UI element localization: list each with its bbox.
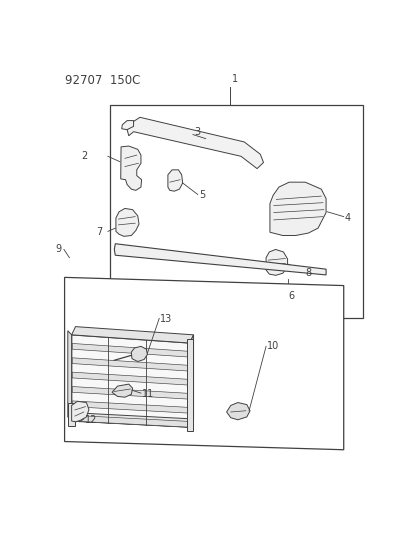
- Polygon shape: [266, 249, 287, 276]
- Polygon shape: [68, 330, 71, 421]
- Text: 12: 12: [84, 415, 97, 425]
- Polygon shape: [112, 384, 132, 397]
- Bar: [109, 105, 362, 318]
- Polygon shape: [116, 208, 139, 236]
- Polygon shape: [131, 346, 147, 361]
- Text: 4: 4: [344, 213, 350, 223]
- Polygon shape: [186, 339, 192, 431]
- Text: 2: 2: [81, 151, 87, 161]
- Polygon shape: [72, 343, 189, 357]
- Polygon shape: [121, 120, 133, 130]
- Polygon shape: [72, 358, 189, 371]
- Polygon shape: [269, 182, 325, 236]
- Polygon shape: [64, 277, 343, 450]
- Text: 8: 8: [305, 268, 311, 278]
- Polygon shape: [72, 415, 189, 427]
- Polygon shape: [127, 117, 263, 168]
- Polygon shape: [68, 402, 75, 426]
- Polygon shape: [71, 413, 193, 427]
- Text: 7: 7: [96, 227, 102, 237]
- Text: 1: 1: [232, 75, 237, 84]
- Text: 10: 10: [266, 341, 278, 351]
- Text: 3: 3: [194, 127, 200, 138]
- Text: 9: 9: [55, 245, 62, 254]
- Text: 13: 13: [160, 314, 172, 324]
- Polygon shape: [72, 372, 189, 385]
- Polygon shape: [189, 335, 193, 427]
- Polygon shape: [114, 244, 325, 275]
- Polygon shape: [71, 335, 189, 427]
- Polygon shape: [72, 401, 189, 413]
- Polygon shape: [71, 401, 89, 422]
- Polygon shape: [168, 170, 182, 191]
- Text: 6: 6: [288, 291, 294, 301]
- Polygon shape: [121, 146, 141, 190]
- Text: 5: 5: [199, 190, 205, 200]
- Polygon shape: [226, 402, 249, 420]
- Text: 11: 11: [141, 389, 154, 399]
- Text: 92707  150C: 92707 150C: [64, 74, 140, 87]
- Polygon shape: [72, 386, 189, 399]
- Polygon shape: [71, 327, 193, 343]
